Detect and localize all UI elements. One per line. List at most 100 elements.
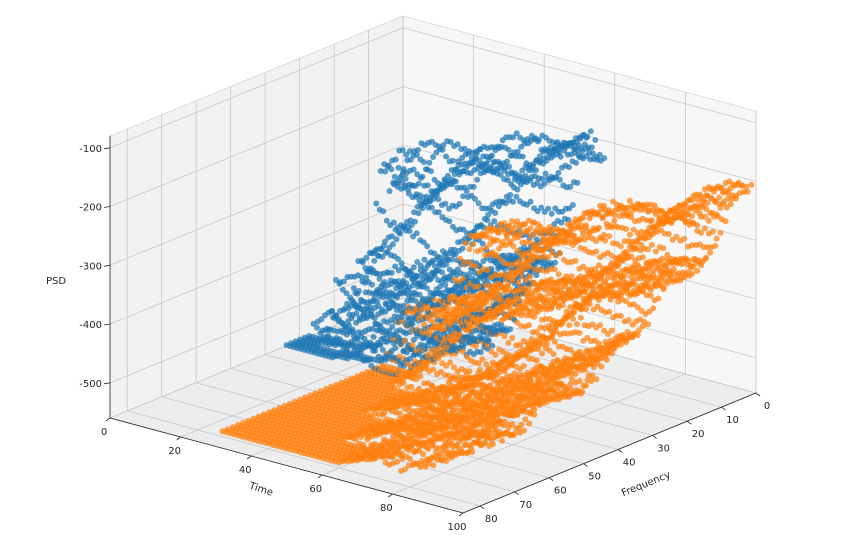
scatter-point	[448, 319, 455, 326]
scatter-point	[574, 179, 581, 186]
scatter-point	[421, 159, 427, 166]
scatter-point	[459, 275, 466, 282]
grid-line-psd	[402, 203, 757, 300]
scatter-point	[520, 304, 527, 311]
scatter-point	[493, 372, 500, 379]
scatter-point	[533, 272, 540, 279]
scatter-point	[485, 337, 492, 343]
scatter-point	[531, 406, 538, 413]
grid-line-psd	[402, 86, 757, 182]
scatter-point	[450, 157, 457, 164]
scatter-point	[462, 295, 469, 302]
grid-line-psd	[109, 86, 404, 207]
scatter-point	[498, 375, 505, 382]
scatter-point	[647, 292, 654, 299]
scatter-point	[632, 206, 638, 213]
scatter-point	[461, 442, 468, 449]
scatter-point	[422, 166, 429, 173]
scatter-point	[367, 265, 374, 272]
scatter-point	[595, 340, 602, 347]
scatter-point	[572, 257, 579, 264]
scatter-point	[328, 308, 335, 315]
scatter-point	[514, 148, 521, 155]
scatter-point	[435, 196, 442, 203]
scatter-point	[617, 274, 624, 281]
scatter-point	[576, 378, 583, 384]
scatter-point	[601, 155, 608, 162]
scatter-point	[371, 344, 378, 351]
scatter-point	[408, 290, 415, 297]
scatter-point	[466, 368, 473, 375]
scatter-point	[604, 274, 611, 281]
scatter-point	[651, 259, 658, 266]
scatter-point	[519, 153, 526, 160]
scatter-point	[410, 264, 417, 271]
scatter-points	[219, 128, 755, 474]
scatter-point	[566, 322, 573, 329]
scatter-point	[504, 158, 511, 165]
scatter-point	[586, 215, 593, 222]
scatter-point	[452, 166, 459, 173]
scatter-point	[606, 233, 613, 240]
scatter-point	[529, 292, 536, 299]
scatter-point	[502, 229, 509, 236]
scatter-point	[513, 294, 519, 301]
scatter-point	[545, 205, 552, 212]
scatter-point	[372, 440, 379, 447]
scatter-point	[424, 182, 431, 189]
scatter-point	[505, 146, 512, 153]
scatter-point	[480, 381, 487, 388]
grid-line-psd	[109, 27, 404, 149]
scatter-point	[412, 448, 419, 454]
scatter-point	[484, 267, 491, 274]
scatter-point	[314, 324, 320, 331]
scatter-point	[617, 243, 624, 250]
scatter-point	[497, 295, 504, 302]
scatter-point	[546, 282, 553, 289]
scatter-point	[462, 240, 469, 247]
scatter-point	[380, 281, 386, 288]
scatter-point	[520, 389, 527, 396]
grid-line-time	[392, 373, 686, 495]
scatter-point	[552, 259, 558, 266]
scatter-point	[501, 333, 508, 340]
scatter-point	[587, 128, 594, 135]
scatter-point	[583, 382, 589, 389]
scatter-point	[579, 388, 586, 395]
scatter-point	[370, 333, 377, 340]
scatter-point	[527, 198, 534, 205]
scatter-point	[454, 141, 461, 148]
scatter-point	[498, 359, 505, 366]
scatter-point	[514, 411, 521, 418]
scatter-point	[412, 218, 418, 225]
scatter-point	[476, 389, 483, 396]
scatter-point	[489, 342, 496, 349]
scatter-point	[420, 451, 427, 458]
scatter-point	[551, 266, 558, 273]
scatter-point	[477, 349, 484, 356]
scatter-point	[343, 290, 350, 297]
scatter-point	[340, 278, 347, 285]
scatter-point	[514, 186, 521, 193]
grid-line-psd	[109, 203, 404, 325]
scatter-point	[511, 370, 518, 377]
scatter-point	[548, 210, 555, 217]
scatter-point	[452, 178, 459, 185]
scatter-point	[611, 211, 618, 218]
scatter-point	[573, 159, 580, 166]
scatter-point	[373, 200, 380, 207]
scatter-point	[487, 429, 494, 436]
scatter-point	[443, 424, 450, 431]
scatter-point	[598, 363, 605, 370]
scatter-point	[608, 327, 615, 334]
scatter-point	[567, 183, 574, 190]
scatter-point	[433, 267, 440, 274]
scatter-point	[470, 409, 477, 416]
scatter-point	[430, 462, 437, 469]
scatter-point	[449, 256, 455, 263]
scatter-point	[382, 338, 388, 345]
scatter-point	[572, 370, 579, 377]
scatter-point	[388, 166, 395, 173]
scatter-point	[533, 357, 540, 364]
scatter-point	[492, 252, 499, 259]
